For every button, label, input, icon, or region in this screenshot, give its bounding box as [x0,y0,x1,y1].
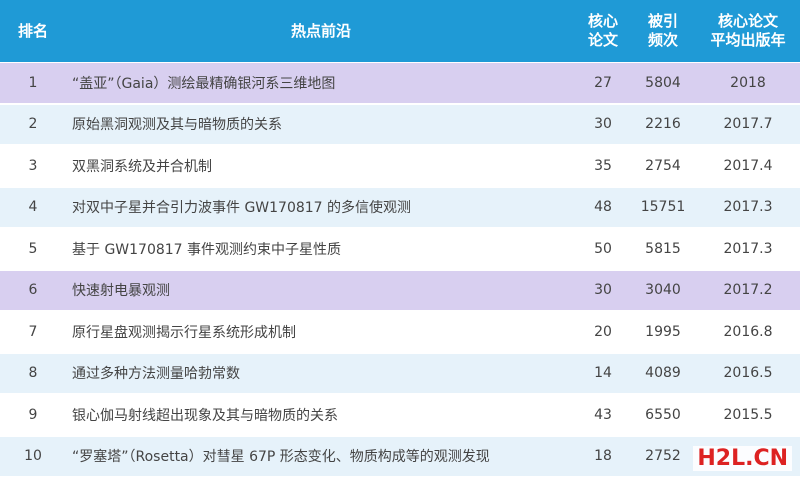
header-text: 频次 [647,31,678,49]
header-text: 被引 [647,12,678,30]
row-bg [0,395,800,435]
table-cell: 2754 [645,157,681,174]
table-cell: 6550 [645,406,681,423]
table-cell: 10 [24,448,42,465]
table-cell: 27 [594,74,612,91]
row-bg [0,353,800,393]
table-cell: 5815 [645,240,681,257]
table-cell: 43 [594,406,612,423]
header-cell: 排名 [0,0,66,62]
table-cell: 20 [594,323,612,340]
table-cell: 通过多种方法测量哈勃常数 [72,366,240,383]
table-cell: 14 [594,365,612,382]
header-cell: 热点前沿 [66,0,576,62]
watermark: H2L.CN [693,446,792,471]
table-cell: 2017.4 [723,157,773,174]
table-cell: 1995 [645,323,681,340]
table-cell: 4 [28,199,38,216]
table-cell: 2 [28,116,38,133]
table-cell: 2017.3 [723,240,773,257]
table-cell: 2015.5 [723,406,773,423]
table-cell: 双黑洞系统及并合机制 [72,158,212,175]
table-cell: 2017.7 [723,116,773,133]
table-cell: 35 [594,157,612,174]
table-cell: 2017.2 [723,282,773,299]
row-bg [0,187,800,227]
header-text: 平均出版年 [710,31,786,49]
table-cell: 快速射电暴观测 [72,283,170,300]
table-cell: 48 [594,199,612,216]
table-cell: 2016.8 [723,323,773,340]
table-cell: 6 [28,282,38,299]
table-cell: 30 [594,282,612,299]
table-cell: “罗塞塔”（Rosetta）对彗星 67P 形态变化、物质构成等的观测发现 [72,449,490,466]
table-cell: 基于 GW170817 事件观测约束中子星性质 [72,241,342,258]
row-bg [0,270,800,310]
table-cell: 50 [594,240,612,257]
header-bar [0,0,800,62]
row-bg [0,229,800,269]
table-cell: 2018 [730,74,766,91]
table-cell: 2016.5 [723,365,773,382]
table-cell: 18 [594,448,612,465]
table-cell: 2216 [645,116,681,133]
table-cell: 银心伽马射线超出现象及其与暗物质的关系 [72,407,338,424]
table-cell: 原行星盘观测揭示行星系统形成机制 [72,324,296,341]
table-cell: “盖亚”（Gaia）测绘最精确银河系三维地图 [72,75,336,92]
header-text: 核心 [587,12,618,30]
header-cell: 被引 频次 [630,0,696,62]
row-bg [0,312,800,352]
table-cell: 对双中子星并合引力波事件 GW170817 的多信使观测 [72,200,412,217]
row-bg [0,63,800,103]
row-bg [0,104,800,144]
header-text: 排名 [17,21,48,40]
header-text: 热点前沿 [290,21,351,40]
table-cell: 2017.3 [723,199,773,216]
table-cell: 4089 [645,365,681,382]
table-cell: 8 [28,365,38,382]
table-cell: 5804 [645,74,681,91]
header-cell: 核心论文 平均出版年 [696,0,800,62]
table-cell: 1 [28,74,38,91]
header-cell: 核心 论文 [576,0,630,62]
table-cell: 2752 [645,448,681,465]
header-text: 论文 [587,31,618,49]
table-cell: 3 [28,157,38,174]
table-cell: 9 [28,406,38,423]
header-text: 核心论文 [717,12,778,30]
row-bg [0,146,800,186]
table-cell: 5 [28,240,38,257]
table-cell: 3040 [645,282,681,299]
table-cell: 7 [28,323,38,340]
table-cell: 30 [594,116,612,133]
table-cell: 原始黑洞观测及其与暗物质的关系 [72,117,282,134]
table-cell: 15751 [640,199,686,216]
row-bg [0,436,800,476]
